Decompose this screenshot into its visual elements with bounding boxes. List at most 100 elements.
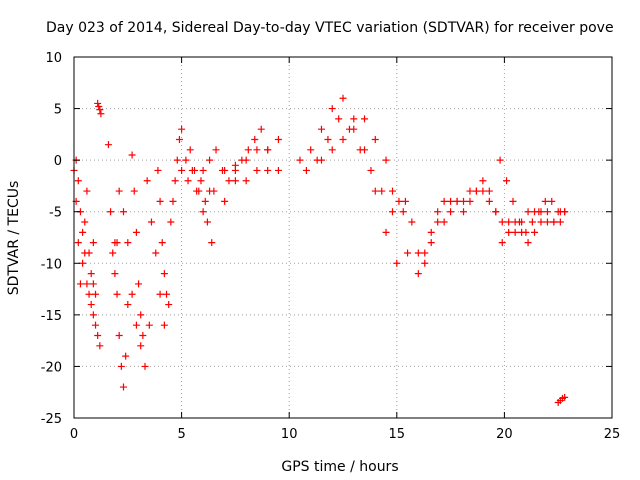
x-tick-label: 10 [281, 427, 298, 442]
x-tick-label: 25 [604, 427, 621, 442]
data-point [537, 218, 545, 226]
data-point [115, 331, 123, 339]
data-point [466, 187, 474, 195]
data-point [317, 125, 325, 133]
y-tick-label: 5 [54, 103, 62, 118]
data-point [87, 301, 95, 309]
data-point [115, 187, 123, 195]
data-point [324, 136, 332, 144]
data-point [165, 301, 173, 309]
data-point [447, 208, 455, 216]
series-arc-3a [128, 151, 147, 339]
data-point [117, 362, 125, 370]
data-point [496, 156, 504, 164]
data-point [541, 197, 549, 205]
data-point [85, 290, 93, 298]
data-point [169, 197, 177, 205]
data-point [388, 208, 396, 216]
data-point [393, 259, 401, 267]
data-point [382, 228, 390, 236]
data-point [156, 197, 164, 205]
data-point [367, 166, 375, 174]
data-point [509, 197, 517, 205]
data-point [253, 166, 261, 174]
data-point [466, 197, 474, 205]
data-point [128, 151, 136, 159]
data-point [395, 197, 403, 205]
data-point [188, 166, 196, 174]
data-point [119, 383, 127, 391]
data-point [485, 187, 493, 195]
data-point [524, 239, 532, 247]
data-point [550, 218, 558, 226]
data-point [111, 270, 119, 278]
data-point [186, 146, 194, 154]
data-point [231, 177, 239, 185]
data-point [404, 249, 412, 257]
data-point [339, 136, 347, 144]
ticks [73, 56, 613, 419]
series-arc-10a [296, 94, 412, 267]
data-point [182, 156, 190, 164]
plot-frame [73, 56, 613, 419]
data-point [74, 239, 82, 247]
series-arc-2a [111, 239, 132, 391]
data-point [81, 218, 89, 226]
data-point [350, 125, 358, 133]
data-point [505, 218, 513, 226]
data-point [421, 249, 429, 257]
data-point [130, 187, 138, 195]
data-point [197, 177, 205, 185]
data-point [199, 166, 207, 174]
series-arc-1b [94, 99, 105, 118]
data-point [427, 228, 435, 236]
data-point [83, 280, 91, 288]
data-point [96, 106, 104, 114]
y-axis-label: SDTVAR / TECUs [6, 181, 22, 296]
data-point [147, 218, 155, 226]
data-point [137, 311, 145, 319]
data-point [515, 218, 523, 226]
data-point [184, 177, 192, 185]
series-arc-22a [554, 393, 569, 407]
series-arc-1a [89, 311, 104, 350]
data-point [193, 187, 201, 195]
data-point [531, 228, 539, 236]
data-point [408, 218, 416, 226]
data-point [206, 156, 214, 164]
data-point [97, 110, 105, 118]
data-point [109, 249, 117, 257]
data-point [543, 218, 551, 226]
data-point [302, 166, 310, 174]
data-point [124, 239, 132, 247]
data-point [274, 166, 282, 174]
data-point [242, 156, 250, 164]
data-point [167, 218, 175, 226]
data-point [554, 208, 562, 216]
data-point [87, 270, 95, 278]
data-point [371, 187, 379, 195]
data-point [434, 208, 442, 216]
data-point [74, 177, 82, 185]
data-point [479, 187, 487, 195]
data-point [89, 311, 97, 319]
data-point [440, 218, 448, 226]
data-point [399, 208, 407, 216]
data-point [79, 228, 87, 236]
data-point [81, 249, 89, 257]
x-tick-label: 5 [177, 427, 185, 442]
data-point [543, 208, 551, 216]
data-point [561, 393, 569, 401]
data-point [361, 115, 369, 123]
x-tick-label: 20 [496, 427, 513, 442]
data-point [561, 208, 569, 216]
data-point [264, 166, 272, 174]
data-point [178, 125, 186, 133]
x-tick-labels: 0 5 10 15 20 25 [70, 427, 620, 442]
data-point [505, 228, 513, 236]
data-point [244, 146, 252, 154]
data-point [485, 197, 493, 205]
series-arc-2b [115, 187, 153, 370]
data-point [139, 331, 147, 339]
